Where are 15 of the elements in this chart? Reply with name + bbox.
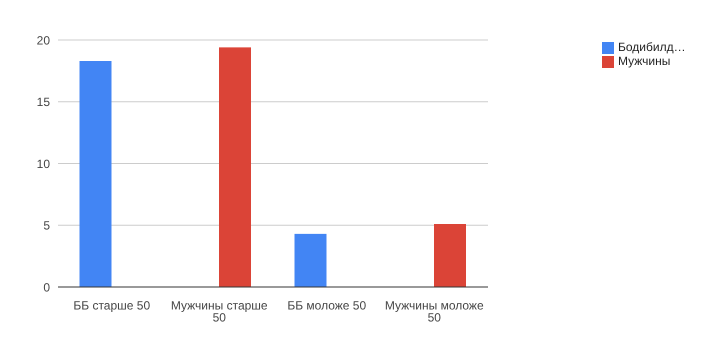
bar [294,234,326,287]
y-tick-label: 5 [43,218,50,233]
legend-label: Мужчины [618,54,670,68]
x-tick-label: Мужчины старше 50 [170,298,268,325]
legend-label: Бодибилд… [618,40,686,54]
bar [80,60,112,287]
y-tick-label: 15 [36,95,50,110]
bar [434,224,466,287]
y-tick-label: 0 [43,280,50,294]
x-tick-label: ББ моложе 50 [287,298,366,313]
bar [219,47,251,287]
x-tick-label: ББ старше 50 [73,298,150,313]
y-tick-label: 20 [36,33,50,48]
y-tick-label: 10 [36,156,50,171]
x-tick-label: Мужчины моложе 50 [384,298,484,325]
